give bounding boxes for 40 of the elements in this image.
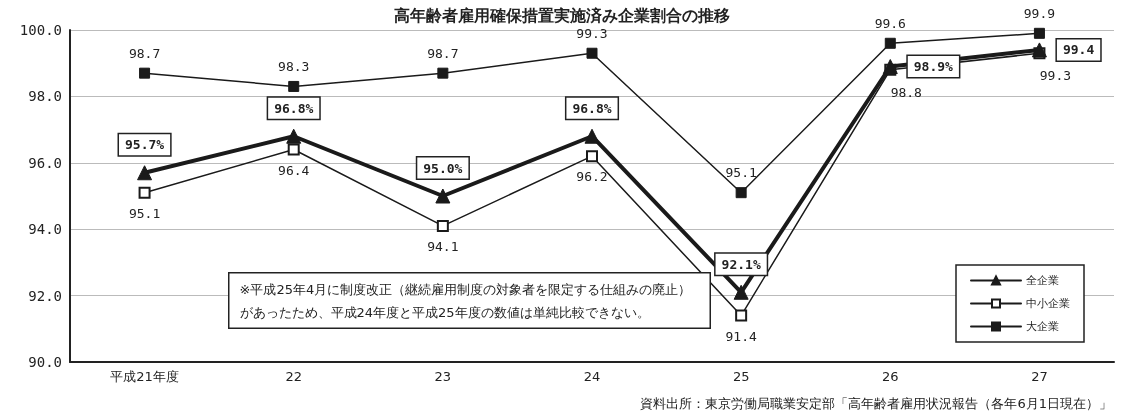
x-tick-label: 平成21年度	[110, 369, 179, 384]
data-label: 99.4	[1062, 42, 1095, 58]
data-label: 96.8%	[274, 100, 314, 116]
x-tick-label: 25	[732, 369, 750, 384]
data-label: 99.3	[1039, 68, 1072, 84]
data-label: 91.4	[725, 328, 757, 344]
data-label: 98.7	[128, 45, 161, 61]
legend-label: 大企業	[1026, 320, 1059, 333]
x-tick-label: 22	[285, 369, 302, 384]
x-tick-label: 23	[434, 369, 452, 384]
data-label: 99.6	[874, 15, 906, 31]
text: 資料出所：東京労働局職業安定部「高年齢者雇用状況報告（各年6月1日現在）」	[640, 396, 1112, 411]
data-label: 92.1%	[721, 256, 761, 272]
y-tick-label: 90.0	[28, 354, 62, 370]
data-label: 96.4	[278, 162, 310, 178]
chart-title: 高年齢者雇用確保措置実施済み企業割合の推移	[394, 5, 730, 25]
data-label: 95.7%	[125, 137, 165, 153]
data-label: 96.8%	[572, 100, 612, 116]
x-tick-label: 27	[1031, 369, 1048, 384]
y-tick-label: 100.0	[19, 22, 62, 38]
x-tick-label: 24	[583, 369, 601, 384]
data-label: 98.7	[427, 45, 459, 61]
data-label: 98.9%	[913, 59, 954, 75]
data-label: 99.9	[1023, 5, 1056, 21]
y-tick-label: 98.0	[28, 88, 62, 105]
annotation: ※平成25年4月に制度改正（継続雇用制度の対象者を限定する仕組みの廃止）があったため、平成24年度と平成25年度の数値は単純比較できない。	[239, 281, 692, 320]
data-label: 94.1	[427, 238, 459, 254]
data-label: 96.2	[576, 169, 608, 185]
y-tick-label: 96.0	[28, 154, 62, 171]
data-label: 99.3	[576, 25, 608, 41]
data-label: 98.8	[890, 84, 922, 100]
y-tick-label: 92.0	[28, 287, 62, 304]
legend-label: 全企業	[1026, 274, 1059, 287]
data-label: 95.0%	[423, 160, 463, 176]
y-tick-label: 94.0	[28, 221, 62, 238]
data-label: 95.1	[725, 165, 757, 181]
legend-label: 中小企業	[1026, 297, 1070, 310]
data-label: 98.3	[278, 58, 310, 74]
data-label: 95.1	[128, 205, 161, 221]
x-tick-label: 26	[882, 369, 899, 384]
